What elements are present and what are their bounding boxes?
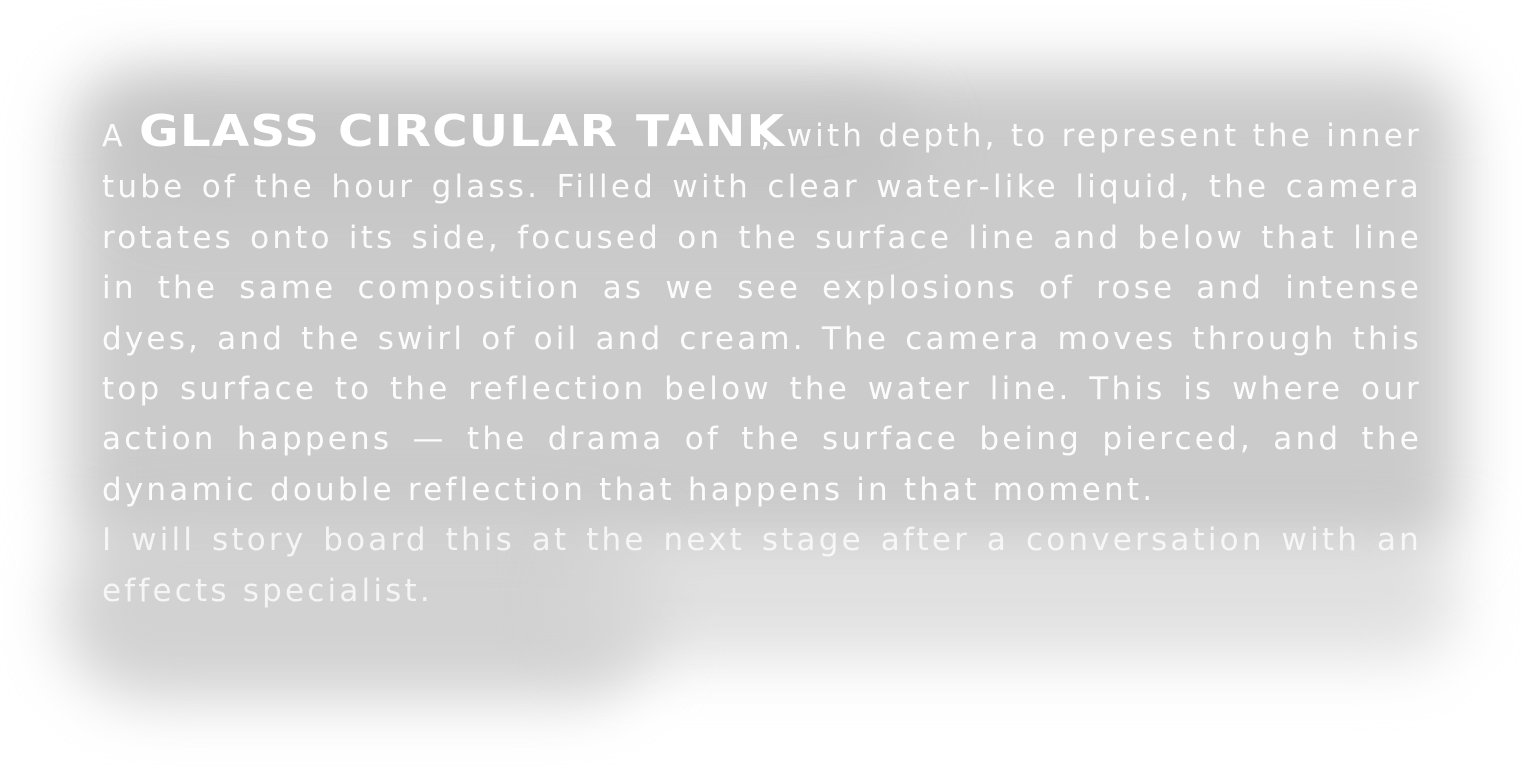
background-smudge-lower-right xyxy=(560,540,1460,660)
description-text-block: A GLASS CIRCULAR TANK, with depth, to re… xyxy=(102,110,1422,616)
description-paragraph: A GLASS CIRCULAR TANK, with depth, to re… xyxy=(102,110,1422,515)
background-smudge-top xyxy=(120,90,920,210)
headline: GLASS CIRCULAR TANK xyxy=(138,106,786,157)
description-body: , with depth, to represent the inner tub… xyxy=(102,118,1422,508)
lead-word: A xyxy=(102,119,126,154)
follow-up-paragraph: I will story board this at the next stag… xyxy=(102,522,1422,609)
